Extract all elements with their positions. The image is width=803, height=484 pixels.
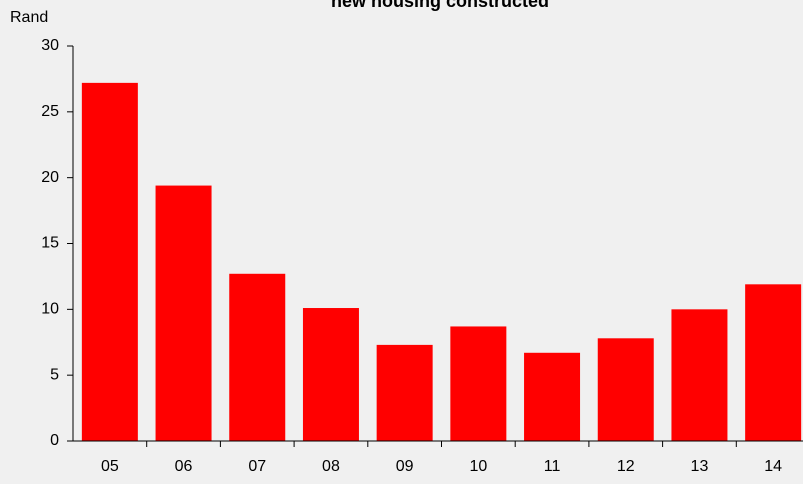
- x-tick-label: 11: [544, 458, 561, 475]
- x-tick-label: 09: [396, 458, 414, 475]
- y-axis-label: Rand: [10, 9, 48, 26]
- y-tick-label: 10: [41, 301, 59, 318]
- y-tick-label: 30: [41, 37, 59, 54]
- bar: [671, 309, 728, 441]
- bar: [376, 344, 433, 441]
- y-tick-label: 0: [50, 432, 59, 449]
- bar: [229, 273, 286, 441]
- x-tick-label: 10: [469, 458, 487, 475]
- bar: [81, 82, 138, 441]
- bar: [745, 284, 802, 441]
- chart-title: new housing constructed: [331, 0, 549, 11]
- bar: [597, 338, 654, 441]
- bar: [302, 308, 359, 441]
- bar: [450, 326, 507, 441]
- x-tick-label: 13: [691, 458, 709, 475]
- y-tick-label: 5: [50, 366, 59, 383]
- x-tick-label: 07: [248, 458, 266, 475]
- x-tick-label: 08: [322, 458, 340, 475]
- bar: [524, 352, 581, 441]
- x-tick-label: 06: [175, 458, 193, 475]
- y-tick-label: 15: [41, 235, 59, 252]
- bar: [155, 185, 212, 441]
- y-tick-label: 20: [41, 169, 59, 186]
- y-tick-label: 25: [41, 103, 59, 120]
- x-tick-label: 12: [617, 458, 635, 475]
- x-tick-label: 14: [764, 458, 782, 475]
- x-tick-label: 05: [101, 458, 119, 475]
